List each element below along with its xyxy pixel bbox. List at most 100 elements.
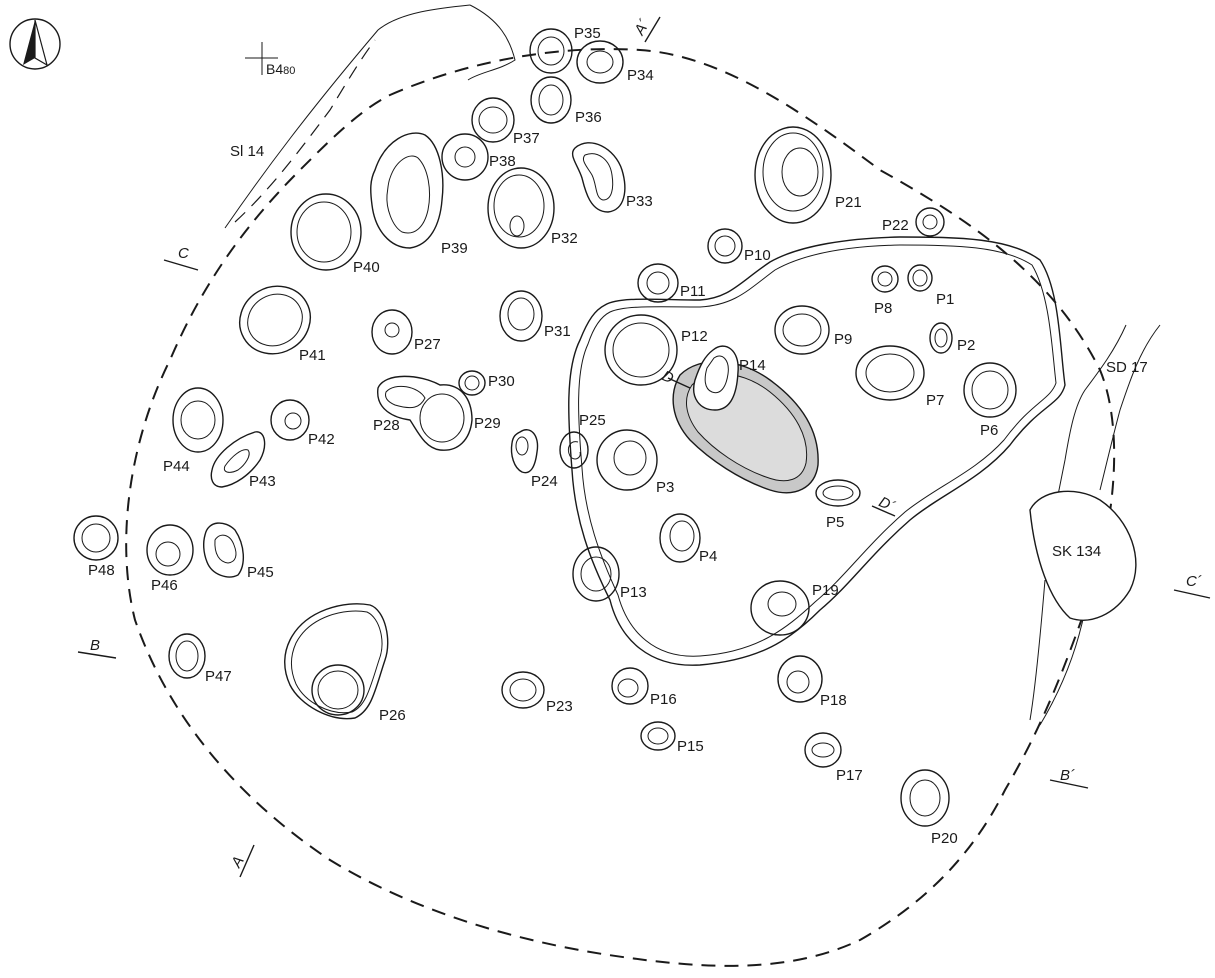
label-p7: P7 bbox=[926, 392, 944, 409]
pit-p48-inner bbox=[81, 523, 111, 553]
label-p43: P43 bbox=[249, 473, 276, 490]
pit-p18 bbox=[777, 655, 823, 703]
section-a-line bbox=[239, 844, 255, 878]
pit-p34 bbox=[576, 40, 624, 84]
house-boundary bbox=[125, 48, 1116, 967]
pit-p14-inner bbox=[704, 355, 729, 394]
label-p41: P41 bbox=[299, 347, 326, 364]
label-p20: P20 bbox=[931, 830, 958, 847]
section-d-line bbox=[667, 377, 691, 389]
pit-p10 bbox=[707, 228, 743, 264]
label-p46: P46 bbox=[151, 577, 178, 594]
pit-p19 bbox=[750, 580, 810, 636]
pit-p21-mid bbox=[762, 132, 824, 212]
pit-p30 bbox=[458, 370, 486, 396]
feature-sk134 bbox=[1029, 490, 1137, 621]
pit-p34-inner bbox=[586, 50, 614, 74]
pit-p20 bbox=[900, 769, 950, 827]
pit-p17 bbox=[804, 732, 842, 768]
label-p40: P40 bbox=[353, 259, 380, 276]
label-p26: P26 bbox=[379, 707, 406, 724]
pit-p35 bbox=[529, 28, 573, 74]
house-floor-inner bbox=[578, 244, 1057, 657]
pit-p48 bbox=[73, 515, 119, 561]
section-d-prime-label: D´ bbox=[876, 493, 898, 515]
pit-group bbox=[73, 28, 1017, 827]
pit-p3-inner bbox=[613, 440, 647, 476]
section-b-prime-line bbox=[1049, 779, 1089, 789]
label-p9: P9 bbox=[834, 331, 852, 348]
label-p19: P19 bbox=[812, 582, 839, 599]
pit-p38-inner bbox=[454, 146, 476, 168]
label-p14: P14 bbox=[739, 357, 766, 374]
label-p25: P25 bbox=[579, 412, 606, 429]
pit-p33 bbox=[571, 142, 626, 213]
section-a-prime-label: A´ bbox=[631, 16, 654, 38]
label-p34: P34 bbox=[627, 67, 654, 84]
pit-p38 bbox=[441, 133, 489, 181]
pit-p14 bbox=[693, 345, 739, 411]
feature-sl14-dash bbox=[234, 39, 376, 223]
pit-p9-inner bbox=[782, 313, 822, 347]
pit-p43 bbox=[210, 431, 266, 488]
pit-p8-inner bbox=[877, 271, 893, 287]
label-p38: P38 bbox=[489, 153, 516, 170]
label-p33: P33 bbox=[626, 193, 653, 210]
label-p8: P8 bbox=[874, 300, 892, 317]
pit-p6-inner bbox=[971, 370, 1009, 410]
pit-p1-inner bbox=[912, 269, 928, 287]
section-c-prime-line bbox=[1173, 589, 1211, 599]
pit-p40 bbox=[290, 193, 362, 271]
pit-p26 bbox=[284, 603, 389, 720]
house-floor-outline bbox=[568, 236, 1066, 666]
pit-p21-inner bbox=[781, 147, 819, 197]
feature-sl14-label: Sl 14 bbox=[230, 143, 264, 160]
feature-sl14-outline bbox=[224, 4, 471, 229]
pit-p42-inner bbox=[284, 412, 302, 430]
label-p30: P30 bbox=[488, 373, 515, 390]
section-a-prime-line bbox=[644, 16, 661, 43]
pit-p26-mid bbox=[291, 610, 383, 714]
label-p12: P12 bbox=[681, 328, 708, 345]
pit-p24 bbox=[510, 429, 539, 474]
section-b-label: B bbox=[90, 637, 100, 654]
label-p6: P6 bbox=[980, 422, 998, 439]
section-d-label: D bbox=[659, 367, 676, 387]
label-p44: P44 bbox=[163, 458, 190, 475]
pit-p32 bbox=[487, 167, 555, 249]
section-c-label: C bbox=[178, 245, 189, 262]
pit-p23-inner bbox=[509, 678, 537, 702]
section-c-prime-label: C´ bbox=[1186, 573, 1202, 590]
label-p5: P5 bbox=[826, 514, 844, 531]
pit-p39-inner bbox=[386, 155, 431, 234]
pit-p2 bbox=[929, 322, 953, 354]
pit-p37 bbox=[471, 97, 515, 143]
pit-p23 bbox=[501, 671, 545, 709]
pit-p13 bbox=[572, 546, 620, 602]
label-p36: P36 bbox=[575, 109, 602, 126]
pit-p12 bbox=[604, 314, 678, 386]
label-p28: P28 bbox=[373, 417, 400, 434]
label-p48: P48 bbox=[88, 562, 115, 579]
pit-p25 bbox=[559, 431, 589, 469]
pit-p18-inner bbox=[786, 670, 810, 694]
label-p10: P10 bbox=[744, 247, 771, 264]
pit-p47 bbox=[168, 633, 206, 679]
pit-p27 bbox=[371, 309, 413, 355]
pit-p45 bbox=[202, 522, 244, 578]
pit-p15 bbox=[640, 721, 676, 751]
pit-p25-inner bbox=[567, 441, 581, 460]
pit-p9 bbox=[774, 305, 830, 355]
pit-p15-inner bbox=[647, 727, 669, 745]
pit-p29-inner bbox=[419, 393, 465, 443]
feature-sl14-edge bbox=[467, 4, 516, 81]
label-p29: P29 bbox=[474, 415, 501, 432]
pit-p26-core bbox=[317, 670, 359, 710]
pit-p28-p29 bbox=[377, 375, 473, 451]
label-p2: P2 bbox=[957, 337, 975, 354]
pit-p46 bbox=[146, 524, 194, 576]
pit-p39 bbox=[370, 132, 444, 249]
north-arrow-icon bbox=[9, 18, 61, 70]
label-p21: P21 bbox=[835, 194, 862, 211]
